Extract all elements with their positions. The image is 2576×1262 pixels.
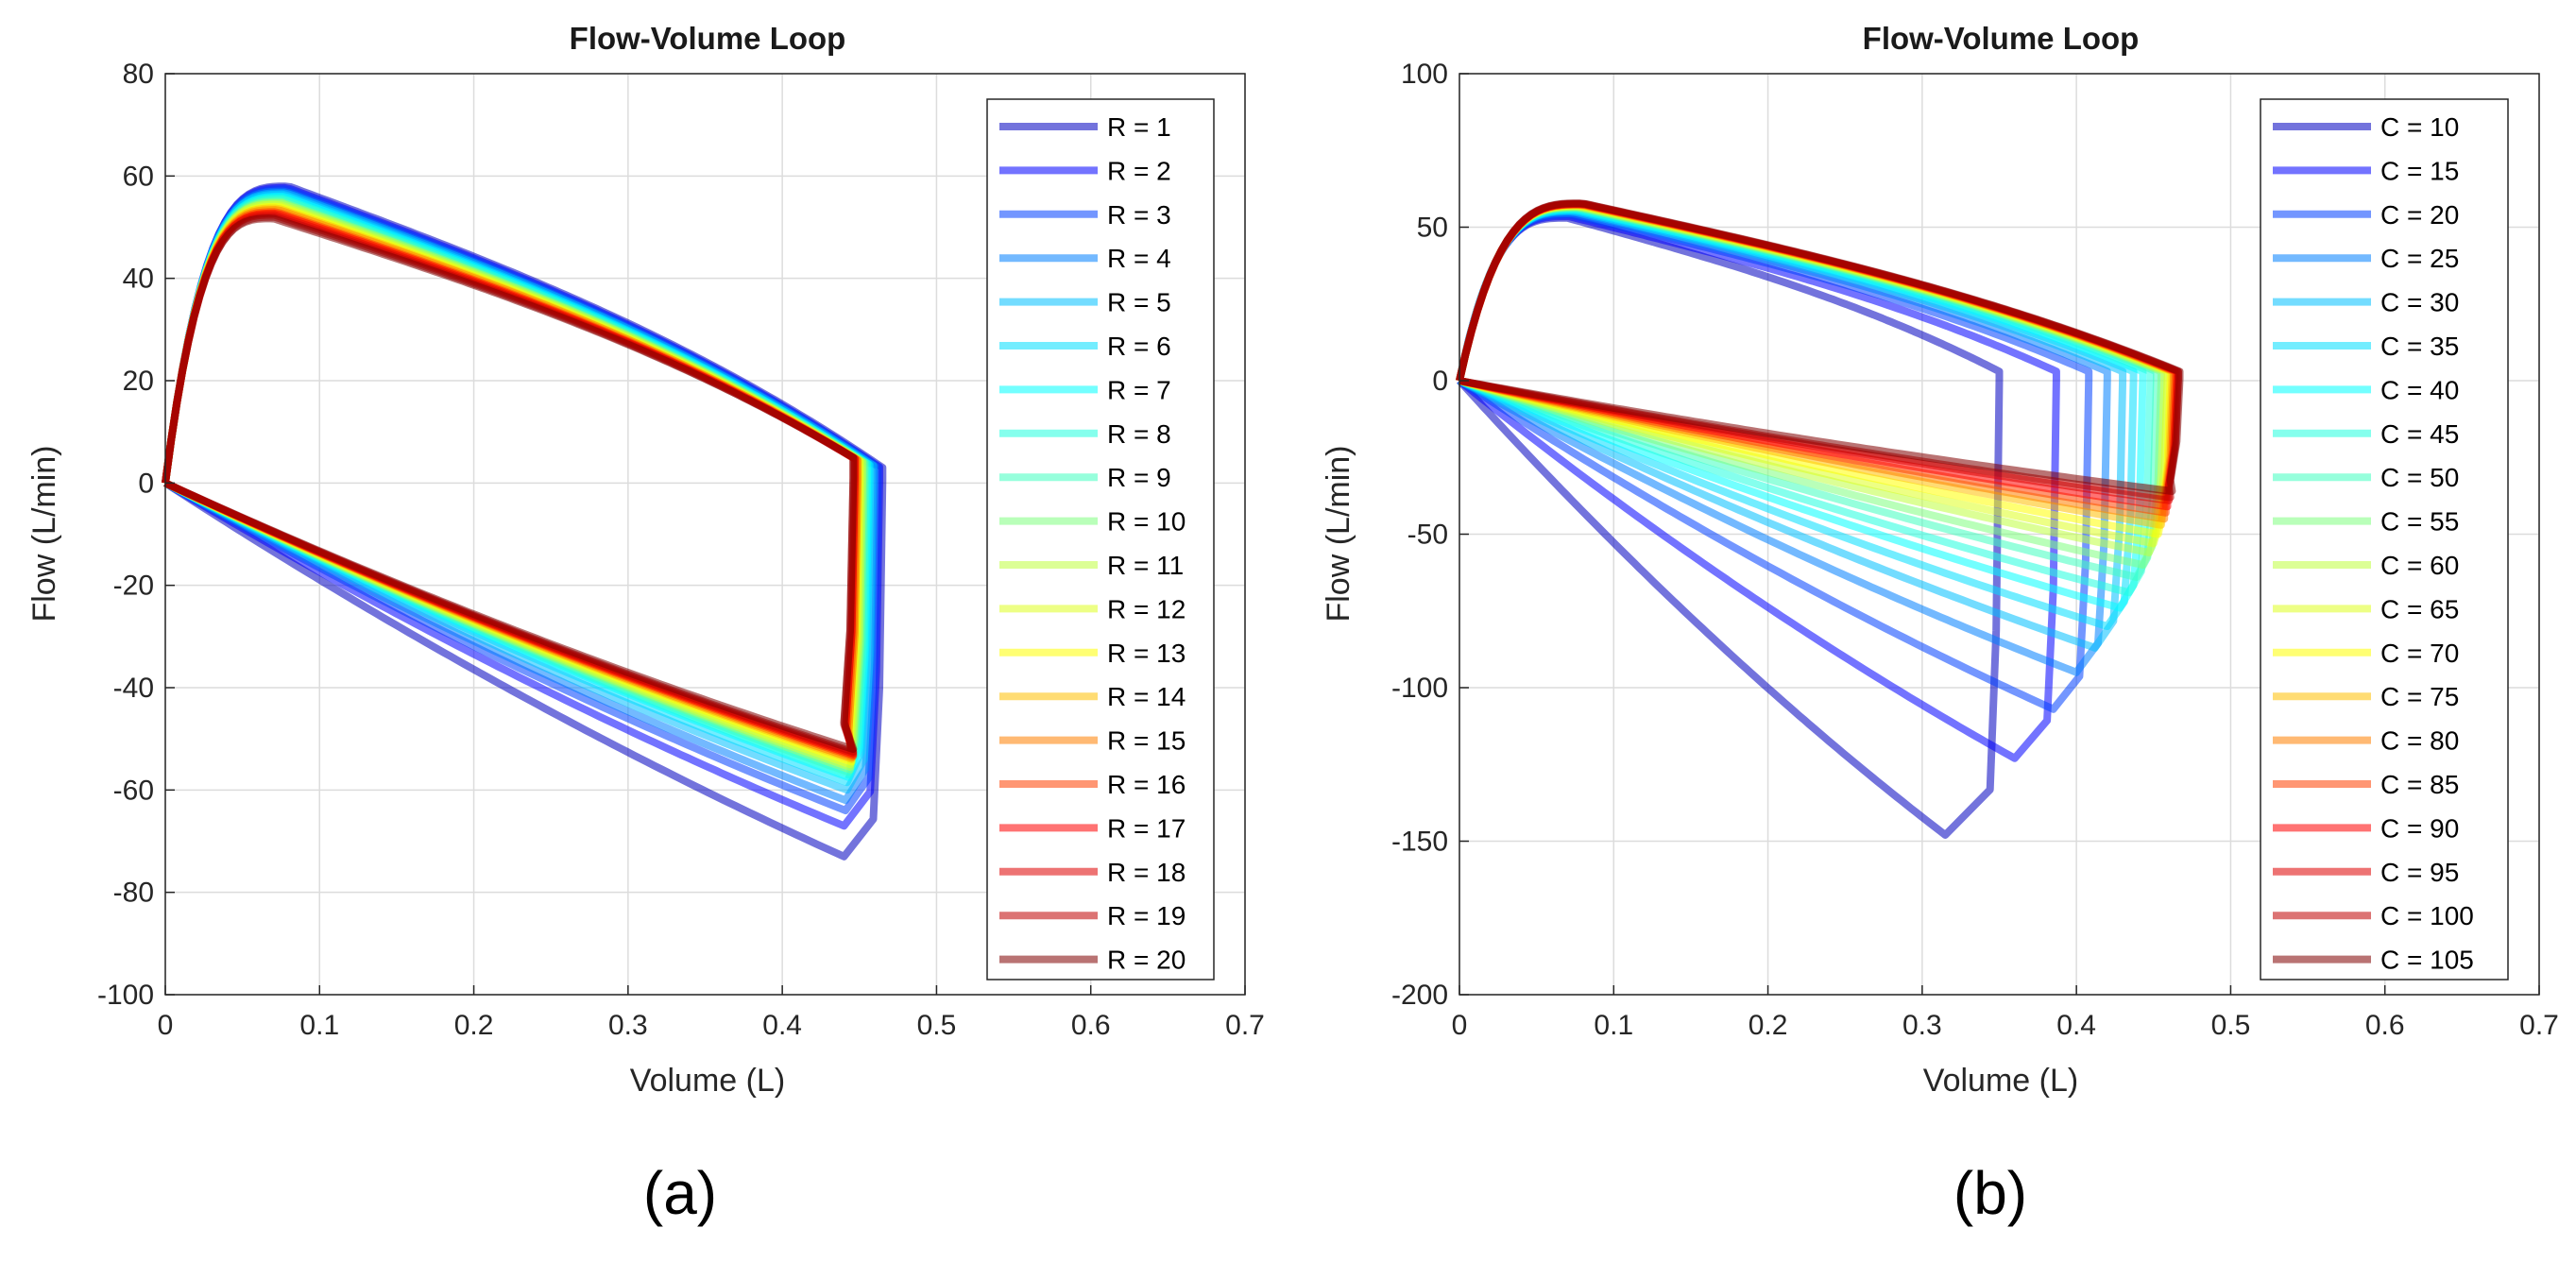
legend-label: C = 40 (2380, 375, 2459, 404)
legend-label: R = 12 (1107, 594, 1186, 623)
panel-a-y-tick-label: 0 (138, 468, 154, 499)
panel-b-series (1456, 199, 2184, 839)
panel-b-legend: C = 10 C = 15 C = 20 C = 25 C = 30 C = 35 C = … (2260, 98, 2509, 981)
legend-label: C = 65 (2380, 594, 2459, 623)
legend-label: C = 75 (2380, 682, 2459, 711)
legend-label: R = 13 (1107, 639, 1186, 668)
panel-a-x-tick-label: 0.6 (1071, 1010, 1111, 1041)
panel-a-x-ticks: 0 0.1 0.2 0.3 0.4 0.5 0.6 0.7 (158, 985, 1265, 1041)
legend-label: R = 9 (1107, 463, 1171, 492)
legend-label: R = 7 (1107, 375, 1171, 404)
panel-a-ylabel: Flow (L/min) (26, 445, 62, 622)
panel-a-x-tick-label: 0.7 (1225, 1010, 1265, 1041)
legend-label: C = 25 (2380, 244, 2459, 273)
legend-label: C = 70 (2380, 639, 2459, 668)
panel-b-xlabel: Volume (L) (1923, 1063, 2078, 1099)
panel-a-y-ticks: -100 -80 -60 -40 -20 0 20 40 60 80 (97, 59, 175, 1011)
legend-label: R = 2 (1107, 156, 1171, 185)
legend-label: C = 35 (2380, 332, 2459, 361)
panel-a-x-tick-label: 0 (158, 1010, 174, 1041)
panel-a-x-tick-label: 0.1 (299, 1010, 339, 1041)
panel-a-xlabel: Volume (L) (630, 1063, 785, 1099)
legend-label: C = 15 (2380, 156, 2459, 185)
panel-a-x-tick-label: 0.3 (608, 1010, 648, 1041)
legend-label: C = 80 (2380, 726, 2459, 756)
panel-a-y-tick-label: -60 (113, 775, 154, 806)
panel-b-y-ticks: -200 -150 -100 -50 0 50 100 (1391, 59, 1469, 1011)
panel-a-axes-box (164, 73, 1246, 996)
panel-b-y-tick-label: -50 (1407, 520, 1448, 551)
legend-label: C = 10 (2380, 112, 2459, 142)
panel-b-y-tick-label: -100 (1391, 673, 1448, 704)
panel-a-series (162, 182, 887, 861)
legend-label: C = 45 (2380, 419, 2459, 449)
panel-b-flow-volume-loop: Flow-Volume Loop 0 0.1 0.2 0.3 0.4 0.5 0.6 0.7 … (1321, 21, 2559, 1227)
panel-a-title: Flow-Volume Loop (570, 21, 846, 56)
panel-b-x-tick-label: 0.6 (2365, 1010, 2405, 1041)
panel-a-x-tick-label: 0.2 (454, 1010, 494, 1041)
panel-b-y-tick-label: 100 (1401, 59, 1448, 90)
panel-b-title: Flow-Volume Loop (1863, 21, 2140, 56)
legend-label: C = 90 (2380, 813, 2459, 843)
legend-label: R = 5 (1107, 288, 1171, 317)
panel-b-x-tick-label: 0.1 (1594, 1010, 1633, 1041)
panel-a-y-tick-label: -100 (97, 980, 154, 1011)
legend-label: R = 6 (1107, 332, 1171, 361)
panel-b-x-tick-label: 0.4 (2056, 1010, 2096, 1041)
legend-label: R = 17 (1107, 813, 1186, 843)
legend-label: C = 20 (2380, 200, 2459, 230)
panel-b-x-tick-label: 0.2 (1749, 1010, 1788, 1041)
legend-label: R = 11 (1107, 551, 1184, 580)
panel-b-x-tick-label: 0.5 (2211, 1010, 2251, 1041)
panel-a-x-tick-label: 0.4 (762, 1010, 802, 1041)
panel-a-y-tick-label: -40 (113, 673, 154, 704)
legend-label: C = 95 (2380, 858, 2459, 887)
panel-a-y-tick-label: 60 (123, 161, 154, 192)
panel-a-legend: R = 1 R = 2 R = 3 R = 4 R = 5 R = 6 R = 7 R = 8… (986, 98, 1215, 981)
legend-label: C = 30 (2380, 288, 2459, 317)
legend-label: R = 18 (1107, 858, 1186, 887)
panel-b-y-tick-label: 0 (1432, 366, 1448, 397)
panel-b-legend-box (2260, 98, 2509, 981)
panel-a-y-tick-label: 20 (123, 366, 154, 397)
legend-label: R = 8 (1107, 419, 1171, 449)
legend-label: R = 14 (1107, 682, 1186, 711)
panel-b-caption: (b) (1953, 1159, 2027, 1227)
panel-b-ylabel: Flow (L/min) (1321, 445, 1356, 622)
panel-a-y-tick-label: -20 (113, 571, 154, 602)
panel-b-y-tick-label: -150 (1391, 827, 1448, 858)
panel-b-x-ticks: 0 0.1 0.2 0.3 0.4 0.5 0.6 0.7 (1452, 985, 2559, 1041)
legend-label: C = 55 (2380, 507, 2459, 537)
legend-label: C = 60 (2380, 551, 2459, 580)
legend-label: R = 4 (1107, 244, 1171, 273)
panel-a-x-tick-label: 0.5 (917, 1010, 957, 1041)
legend-label: R = 3 (1107, 200, 1171, 230)
legend-label: C = 85 (2380, 770, 2459, 799)
panel-a-y-tick-label: 80 (123, 59, 154, 90)
panel-b-y-tick-label: 50 (1417, 213, 1448, 244)
series-line (1456, 199, 2184, 495)
legend-label: C = 50 (2380, 463, 2459, 492)
legend-label: C = 105 (2380, 946, 2474, 975)
legend-label: R = 20 (1107, 946, 1186, 975)
panel-a-y-tick-label: 40 (123, 264, 154, 295)
panel-a-y-tick-label: -80 (113, 878, 154, 909)
panel-a-legend-box (986, 98, 1215, 981)
panel-b-x-tick-label: 0 (1452, 1010, 1468, 1041)
legend-label: R = 10 (1107, 507, 1186, 537)
series-line (162, 214, 858, 753)
panel-b-x-tick-label: 0.7 (2519, 1010, 2559, 1041)
legend-label: C = 100 (2380, 901, 2474, 930)
legend-label: R = 16 (1107, 770, 1186, 799)
panel-b-y-tick-label: -200 (1391, 980, 1448, 1011)
panel-a-caption: (a) (643, 1159, 717, 1227)
panel-a-flow-volume-loop: Flow-Volume Loop 0 0.1 0.2 0.3 0.4 0.5 0.6 0.7 … (26, 21, 1265, 1227)
panel-b-x-tick-label: 0.3 (1902, 1010, 1942, 1041)
legend-label: R = 19 (1107, 901, 1186, 930)
legend-label: R = 1 (1107, 112, 1171, 142)
legend-label: R = 15 (1107, 726, 1186, 756)
